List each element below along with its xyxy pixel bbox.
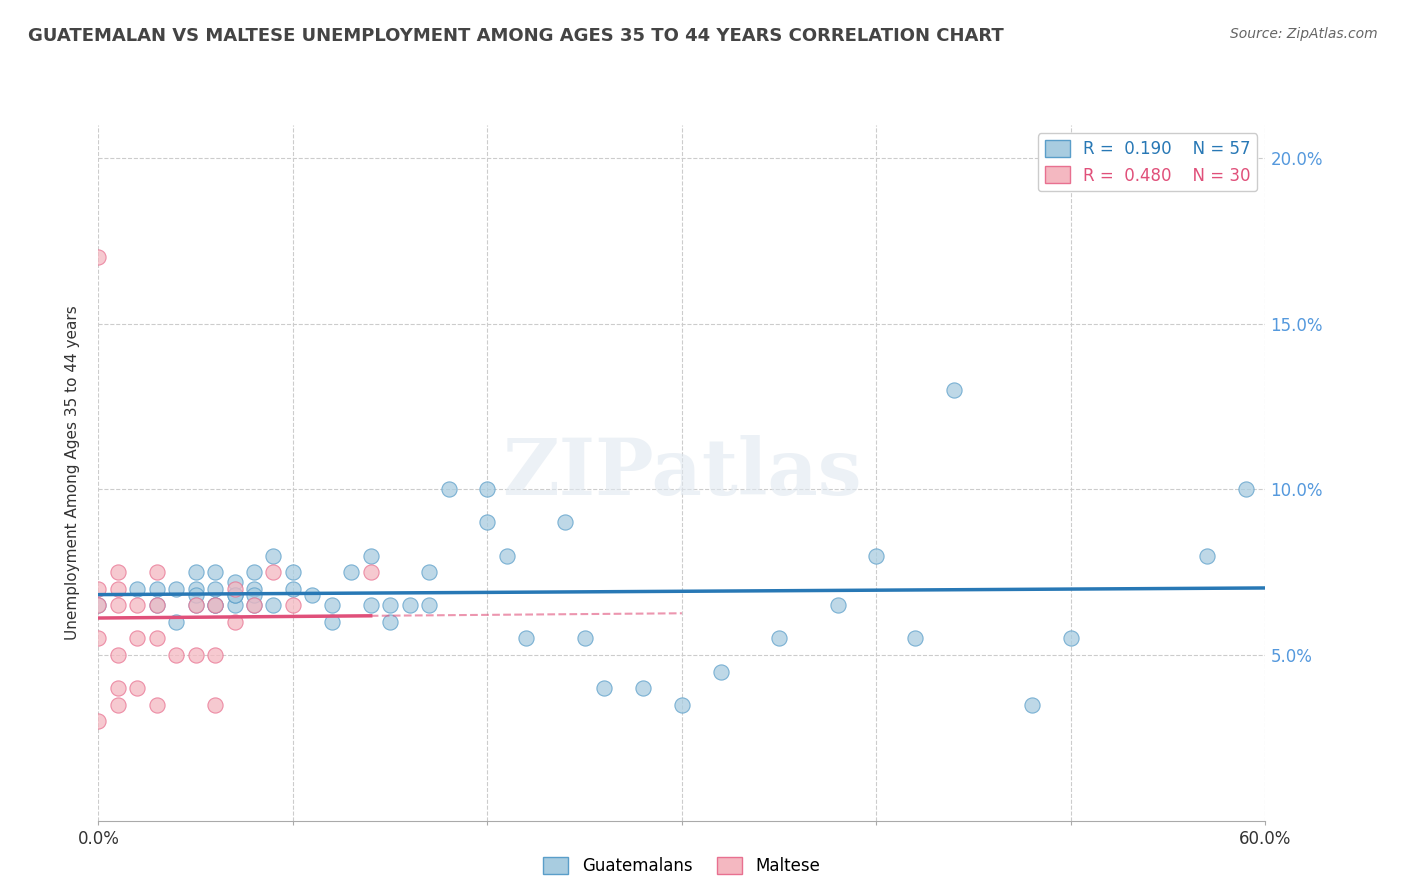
Point <box>204 648 226 662</box>
Point <box>574 632 596 646</box>
Point <box>378 599 402 613</box>
Point <box>107 698 129 712</box>
Point <box>107 648 129 662</box>
Point <box>554 516 576 530</box>
Point <box>87 632 110 646</box>
Point <box>1234 483 1257 497</box>
Point <box>378 615 402 629</box>
Point <box>243 565 266 579</box>
Point <box>184 582 207 596</box>
Point <box>204 698 226 712</box>
Point <box>904 632 927 646</box>
Point <box>127 582 149 596</box>
Point <box>321 599 343 613</box>
Point <box>224 599 246 613</box>
Point <box>87 599 110 613</box>
Point <box>340 565 363 579</box>
Point <box>398 599 420 613</box>
Point <box>631 681 654 695</box>
Point <box>243 599 266 613</box>
Point <box>418 565 440 579</box>
Text: Source: ZipAtlas.com: Source: ZipAtlas.com <box>1230 27 1378 41</box>
Point <box>127 681 149 695</box>
Point <box>281 565 304 579</box>
Point <box>593 681 616 695</box>
Point <box>184 565 207 579</box>
Text: GUATEMALAN VS MALTESE UNEMPLOYMENT AMONG AGES 35 TO 44 YEARS CORRELATION CHART: GUATEMALAN VS MALTESE UNEMPLOYMENT AMONG… <box>28 27 1004 45</box>
Point <box>477 516 499 530</box>
Point <box>827 599 849 613</box>
Point <box>224 582 246 596</box>
Point <box>184 648 207 662</box>
Point <box>262 599 284 613</box>
Point <box>146 599 169 613</box>
Point <box>262 549 284 563</box>
Point <box>146 632 169 646</box>
Point <box>127 599 149 613</box>
Point <box>204 582 226 596</box>
Point <box>243 582 266 596</box>
Y-axis label: Unemployment Among Ages 35 to 44 years: Unemployment Among Ages 35 to 44 years <box>65 305 80 640</box>
Point <box>146 599 169 613</box>
Point <box>262 565 284 579</box>
Point <box>87 714 110 729</box>
Point <box>184 588 207 602</box>
Point <box>87 599 110 613</box>
Point <box>495 549 517 563</box>
Point <box>107 582 129 596</box>
Point <box>360 599 382 613</box>
Point <box>865 549 887 563</box>
Point <box>204 599 226 613</box>
Point <box>146 565 169 579</box>
Point <box>224 588 246 602</box>
Point <box>224 588 246 602</box>
Point <box>127 632 149 646</box>
Point <box>943 383 966 397</box>
Point <box>87 582 110 596</box>
Legend: Guatemalans, Maltese: Guatemalans, Maltese <box>537 850 827 882</box>
Point <box>184 599 207 613</box>
Point <box>418 599 440 613</box>
Point <box>107 681 129 695</box>
Point <box>477 483 499 497</box>
Point <box>107 565 129 579</box>
Point <box>515 632 537 646</box>
Point <box>281 582 304 596</box>
Point <box>204 599 226 613</box>
Point <box>671 698 693 712</box>
Point <box>281 599 304 613</box>
Point <box>768 632 790 646</box>
Point <box>1060 632 1083 646</box>
Point <box>243 599 266 613</box>
Point <box>321 615 343 629</box>
Point <box>87 251 110 265</box>
Point <box>360 549 382 563</box>
Point <box>224 575 246 590</box>
Point <box>165 615 187 629</box>
Point <box>1021 698 1043 712</box>
Point <box>710 665 733 679</box>
Point <box>360 565 382 579</box>
Point <box>224 615 246 629</box>
Point <box>301 588 323 602</box>
Text: ZIPatlas: ZIPatlas <box>502 434 862 511</box>
Point <box>437 483 460 497</box>
Point <box>165 582 187 596</box>
Point <box>243 588 266 602</box>
Point <box>146 698 169 712</box>
Point <box>184 599 207 613</box>
Point <box>204 565 226 579</box>
Point <box>1195 549 1218 563</box>
Point <box>204 599 226 613</box>
Point <box>165 648 187 662</box>
Point <box>107 599 129 613</box>
Point <box>146 582 169 596</box>
